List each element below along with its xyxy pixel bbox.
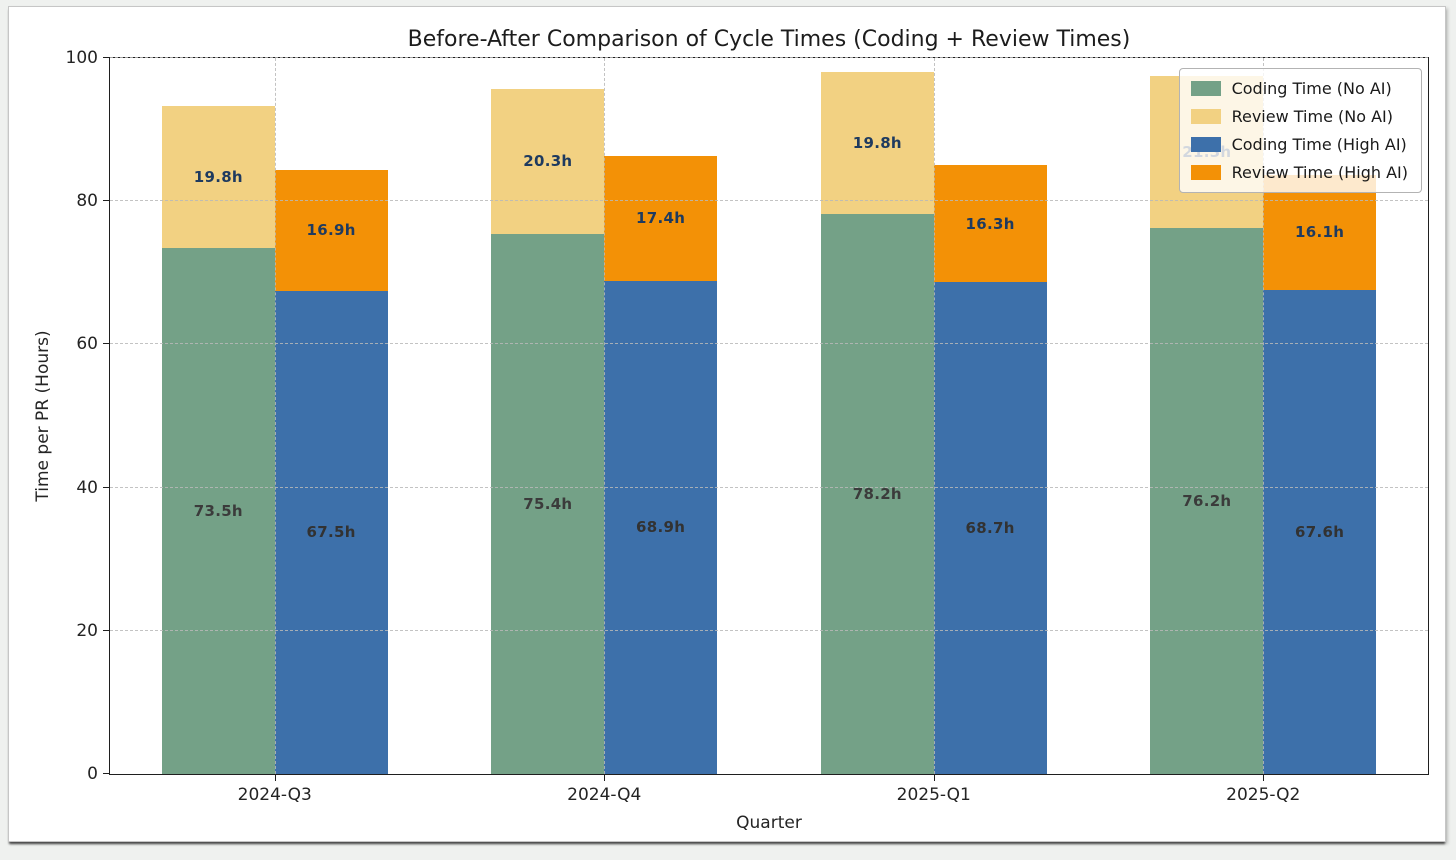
gridline-horizontal bbox=[110, 486, 1428, 488]
bar-value-label: 68.9h bbox=[636, 518, 686, 537]
bar-value-label: 76.2h bbox=[1182, 492, 1232, 511]
y-tick-label: 80 bbox=[76, 191, 98, 212]
y-tick-mark bbox=[103, 773, 110, 774]
y-tick-mark bbox=[103, 343, 110, 345]
x-tick-mark bbox=[933, 774, 935, 781]
bar-segment bbox=[491, 88, 605, 235]
bar-segment bbox=[1150, 228, 1264, 774]
bar-segment bbox=[161, 105, 275, 248]
bar-value-label: 75.4h bbox=[523, 495, 573, 514]
legend: Coding Time (No AI) Review Time (No AI) Co… bbox=[1178, 68, 1422, 193]
legend-item: Coding Time (High AI) bbox=[1190, 135, 1408, 154]
figure: Before-After Comparison of Cycle Times (… bbox=[8, 6, 1446, 842]
bar-segment bbox=[820, 72, 934, 215]
bar-value-label: 73.5h bbox=[193, 501, 243, 520]
legend-item: Review Time (High AI) bbox=[1190, 163, 1408, 182]
bar-segment bbox=[491, 234, 605, 774]
y-tick-mark bbox=[103, 629, 110, 631]
x-tick-label: 2024-Q3 bbox=[237, 785, 312, 805]
y-tick-label: 20 bbox=[76, 620, 98, 641]
chart-title: Before-After Comparison of Cycle Times (… bbox=[407, 27, 1131, 52]
legend-swatch bbox=[1190, 81, 1221, 96]
gridline-vertical bbox=[1263, 58, 1265, 774]
x-tick-label: 2025-Q2 bbox=[1226, 785, 1301, 805]
x-tick-mark bbox=[274, 774, 276, 781]
legend-item: Review Time (No AI) bbox=[1190, 107, 1408, 126]
bar-value-label: 78.2h bbox=[852, 485, 902, 504]
gridline-vertical bbox=[604, 58, 606, 774]
bar-value-label: 19.8h bbox=[852, 134, 902, 153]
gridline-horizontal bbox=[110, 629, 1428, 631]
x-tick-label: 2025-Q1 bbox=[896, 785, 971, 805]
gridline-horizontal bbox=[110, 343, 1428, 345]
y-tick-mark bbox=[103, 200, 110, 202]
legend-label: Review Time (No AI) bbox=[1231, 107, 1393, 126]
gridline-vertical bbox=[933, 58, 935, 774]
y-tick-mark bbox=[103, 57, 110, 58]
bar-value-label: 67.6h bbox=[1295, 523, 1345, 541]
bar-value-label: 16.3h bbox=[965, 214, 1015, 233]
bar-segment bbox=[274, 169, 388, 291]
legend-swatch bbox=[1190, 165, 1221, 180]
y-tick-label: 100 bbox=[65, 48, 98, 68]
legend-swatch bbox=[1190, 109, 1221, 124]
gridline-vertical bbox=[274, 58, 276, 774]
y-tick-label: 0 bbox=[87, 764, 98, 784]
bar-value-label: 16.1h bbox=[1295, 223, 1345, 242]
y-tick-label: 40 bbox=[76, 477, 98, 498]
x-tick-label: 2024-Q4 bbox=[567, 785, 642, 805]
y-tick-label: 60 bbox=[76, 334, 98, 355]
legend-item: Coding Time (No AI) bbox=[1190, 79, 1408, 98]
gridline-horizontal bbox=[110, 200, 1428, 202]
bar-value-label: 68.7h bbox=[965, 519, 1015, 538]
bar-segment bbox=[604, 280, 718, 774]
legend-label: Review Time (High AI) bbox=[1231, 163, 1408, 182]
bar-segment bbox=[161, 247, 275, 774]
gridline-horizontal bbox=[110, 57, 1428, 58]
x-tick-mark bbox=[604, 774, 606, 781]
legend-label: Coding Time (High AI) bbox=[1231, 135, 1407, 154]
y-axis-label: Time per PR (Hours) bbox=[33, 330, 53, 502]
legend-label: Coding Time (No AI) bbox=[1231, 79, 1392, 98]
bar-segment bbox=[1263, 289, 1377, 774]
bar-segment bbox=[933, 165, 1047, 283]
legend-swatch bbox=[1190, 137, 1221, 152]
x-tick-mark bbox=[1263, 774, 1265, 781]
bar-value-label: 19.8h bbox=[193, 167, 243, 186]
bar-value-label: 17.4h bbox=[636, 209, 686, 228]
plot-area: Time per PR (Hours) Coding Time (No AI) R… bbox=[33, 48, 1429, 805]
bar-value-label: 16.9h bbox=[306, 221, 356, 240]
bar-segment bbox=[1263, 174, 1377, 290]
bar-value-label: 20.3h bbox=[523, 152, 573, 171]
bar-segment bbox=[274, 290, 388, 774]
x-axis-label: Quarter bbox=[736, 813, 802, 833]
bar-segment bbox=[933, 282, 1047, 774]
bar-value-label: 67.5h bbox=[306, 523, 356, 542]
y-tick-mark bbox=[103, 486, 110, 488]
bar-segment bbox=[604, 156, 718, 281]
bar-segment bbox=[820, 214, 934, 774]
